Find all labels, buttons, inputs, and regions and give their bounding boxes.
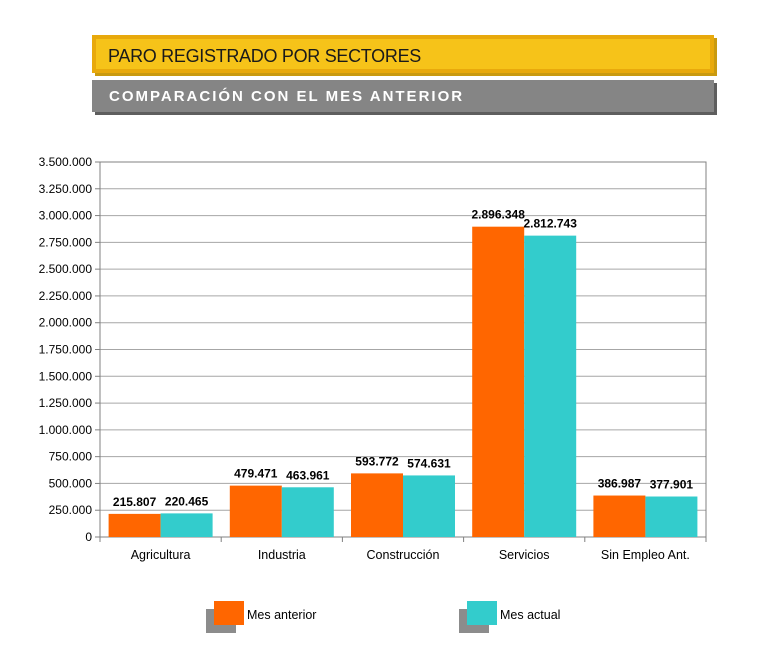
y-tick-label: 250.000 [49,503,93,517]
chart-title: PARO REGISTRADO POR SECTORES [108,46,421,66]
y-tick-label: 0 [85,530,92,544]
data-label: 479.471 [234,467,278,481]
y-tick-label: 3.000.000 [39,209,93,223]
x-tick-label: Sin Empleo Ant. [601,548,690,562]
bar [160,513,213,537]
x-tick-label: Servicios [499,548,550,562]
y-tick-label: 1.250.000 [39,396,93,410]
x-tick-label: Construcción [367,548,440,562]
data-label: 220.465 [165,494,209,508]
bar [645,496,698,537]
legend-label: Mes anterior [247,608,316,622]
bar [472,226,525,537]
y-tick-label: 1.500.000 [39,369,93,383]
y-tick-label: 2.500.000 [39,262,93,276]
y-tick-label: 750.000 [49,450,93,464]
bar [108,513,161,537]
y-tick-label: 2.250.000 [39,289,93,303]
bar [229,485,282,537]
title-banner: PARO REGISTRADO POR SECTORES [92,35,714,73]
data-label: 215.807 [113,495,157,509]
data-label: 574.631 [407,456,451,470]
y-tick-label: 500.000 [49,476,93,490]
bar [593,495,646,537]
subtitle-banner: COMPARACIÓN CON EL MES ANTERIOR [92,80,714,112]
data-label: 377.901 [650,478,694,492]
bar [403,475,455,537]
bar [524,235,577,537]
data-label: 2.812.743 [524,217,578,231]
data-label: 2.896.348 [472,208,526,222]
y-tick-label: 3.500.000 [39,155,93,169]
data-label: 593.772 [355,454,399,468]
x-tick-label: Industria [258,548,306,562]
bar [281,487,334,537]
legend-label: Mes actual [500,608,560,622]
y-tick-label: 1.000.000 [39,423,93,437]
y-tick-label: 1.750.000 [39,343,93,357]
legend-swatch [214,601,244,625]
y-tick-label: 3.250.000 [39,182,93,196]
legend-swatch [467,601,497,625]
data-label: 386.987 [598,477,642,491]
y-tick-label: 2.750.000 [39,235,93,249]
data-label: 463.961 [286,468,330,482]
chart-subtitle: COMPARACIÓN CON EL MES ANTERIOR [109,88,465,105]
x-tick-label: Agricultura [131,548,191,562]
y-tick-label: 2.000.000 [39,316,93,330]
bar [351,473,403,537]
